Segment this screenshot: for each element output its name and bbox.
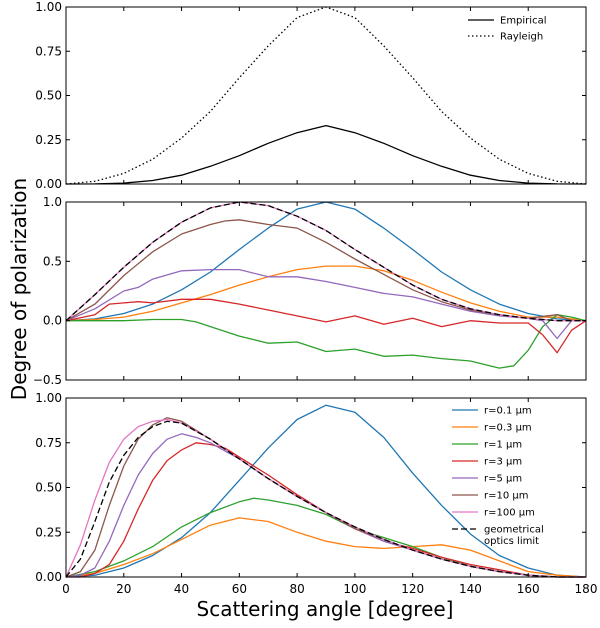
- y-tick-label: 1.00: [35, 391, 62, 405]
- series-line-2-3: [66, 314, 587, 369]
- legend-bottom-label: r=10 μm: [484, 491, 529, 502]
- y-tick-label: 0.25: [35, 133, 62, 147]
- y-tick-label: 0.5: [43, 254, 62, 268]
- legend-bottom-label: r=5 μm: [484, 474, 522, 485]
- panel-2: −0.5 0.0 0.5 1.0: [33, 195, 587, 387]
- legend-bottom-label: r=100 μm: [484, 508, 535, 519]
- x-tick-label: 0: [62, 582, 70, 596]
- legend-bottom-label: r=3 μm: [484, 457, 522, 468]
- y-tick-label: 0.0: [43, 314, 62, 328]
- legend-bottom-label: r=1 μm: [484, 440, 522, 451]
- legend-bottom-label: optics limit: [484, 536, 539, 547]
- series-line-2-4: [65, 298, 587, 354]
- x-tick-label: 140: [459, 582, 482, 596]
- series-line-2-1: [65, 201, 587, 322]
- y-tick-label: 0.00: [35, 570, 62, 584]
- x-tick-label: 40: [174, 582, 189, 596]
- x-tick-label: 80: [289, 582, 304, 596]
- x-tick-label: 160: [517, 582, 540, 596]
- y-tick-label: 0.75: [35, 436, 62, 450]
- legend-bottom-label: r=0.3 μm: [484, 423, 532, 434]
- panel-3: 0.00 0.25 0.50 0.75 1.00 0 20 40 60 80 100 120 140 16…: [35, 391, 597, 596]
- series-line-2-2: [65, 265, 587, 322]
- y-tick-label: 0.25: [35, 525, 62, 539]
- legend-top: Empirical Rayleigh: [468, 16, 546, 43]
- y-tick-label: 1.00: [35, 0, 62, 14]
- legend-bottom-label: r=0.1 μm: [484, 406, 532, 417]
- series-line-1-1: [65, 124, 587, 185]
- x-tick-label: 120: [401, 582, 424, 596]
- series-line-3-8: [65, 420, 586, 578]
- y-tick-label: 1.0: [43, 195, 62, 209]
- legend-bottom: r=0.1 μm r=0.3 μm r=1 μm r=3 μm r=5 μm r=10 μ…: [452, 406, 544, 547]
- series-line-3-1: [65, 404, 587, 578]
- series-line-3-5: [65, 433, 586, 578]
- y-tick-label: 0.00: [35, 177, 62, 191]
- legend-top-label: Rayleigh: [500, 32, 543, 43]
- legend-bottom-label: geometrical: [484, 525, 544, 536]
- series-line-2-6: [65, 219, 586, 322]
- x-tick-label: 180: [575, 582, 598, 596]
- y-tick-label: 0.50: [35, 481, 62, 495]
- series-line-2-5: [65, 268, 586, 340]
- y-axis-label: Degree of polarization: [7, 178, 31, 400]
- y-tick-label: −0.5: [33, 373, 62, 387]
- y-tick-label: 0.75: [35, 44, 62, 58]
- legend-top-label: Empirical: [500, 16, 546, 27]
- series-line-3-2: [65, 517, 587, 578]
- x-tick-label: 60: [232, 582, 247, 596]
- panel-1: 0.00 0.25 0.50 0.75 1.00: [35, 0, 587, 191]
- plot-frame-2: [65, 201, 587, 381]
- x-tick-label: 100: [343, 582, 366, 596]
- x-axis-label: Scattering angle [degree]: [197, 597, 454, 621]
- series-line-2-7: [65, 201, 586, 322]
- x-tick-label: 20: [116, 582, 131, 596]
- series-line-2-8: [65, 201, 586, 322]
- series-line-3-4: [66, 442, 586, 578]
- y-tick-label: 0.50: [35, 89, 62, 103]
